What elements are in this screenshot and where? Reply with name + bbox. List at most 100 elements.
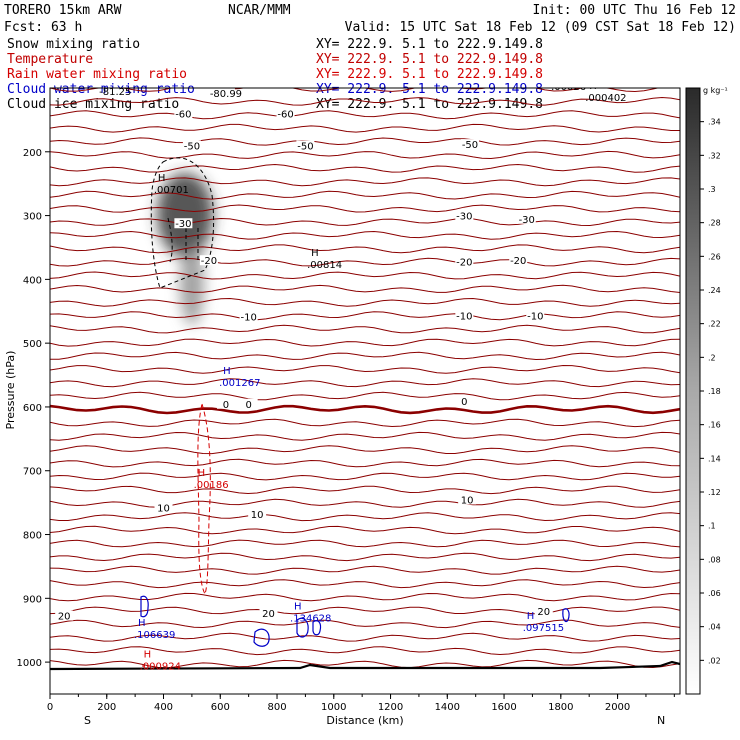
colorbar <box>685 87 701 695</box>
isotherm-label-1: -80.99 <box>210 89 242 100</box>
y-tick-label-4: 600 <box>23 403 42 414</box>
max-value-9: .000924 <box>140 661 181 672</box>
isotherm-label-7: -30 <box>456 212 472 223</box>
init-time: Init: 00 UTC Thu 16 Feb 12 <box>533 3 737 18</box>
isotherm-line-36 <box>50 565 680 575</box>
isotherm-label-bg-0 <box>106 88 125 97</box>
colorbar-label-4: .26 <box>708 252 721 261</box>
isotherm-line-42 <box>50 646 680 656</box>
max-value-7: .106639 <box>134 630 175 641</box>
max-value-4: .001267 <box>219 378 260 389</box>
snow-contour-1 <box>167 217 173 263</box>
isotherm-line-30 <box>50 485 680 495</box>
legend-label-0: Snow mixing ratio <box>7 37 140 52</box>
isotherm-label-bg-23 <box>259 607 278 618</box>
isotherm-line-40 <box>50 619 680 629</box>
isotherm-label-22: 20 <box>58 612 71 623</box>
valid-time: Valid: 15 UTC Sat 18 Feb 12 (09 CST Sat … <box>345 20 736 35</box>
isotherm-label-5: -50 <box>297 141 313 152</box>
isotherm-line-18 <box>50 324 680 334</box>
isotherm-line-34 <box>50 539 680 548</box>
isotherm-label-0: -81.25 <box>99 87 131 98</box>
snow-shading <box>157 173 213 325</box>
colorbar-ticks: .34 .32 .3 .28 .26 .24 .22 .2 .18 .16 .14 .12 .1 .08.… <box>700 118 721 665</box>
x-tick-label-4: 800 <box>267 702 286 713</box>
max-value-6: .134628 <box>290 613 331 624</box>
isotherm-label-bg-18 <box>455 396 474 407</box>
isotherm-line-4 <box>50 137 680 146</box>
max-value-2: .000402 <box>585 93 626 104</box>
isotherm-label-bg-8 <box>517 213 536 224</box>
isotherm-label-bg-24 <box>534 606 553 617</box>
max-value-3: .00026 <box>551 82 586 93</box>
isotherm-label-18: 0 <box>461 397 467 408</box>
isotherm-label-20: 10 <box>251 510 264 521</box>
isotherm-line-14 <box>50 271 680 280</box>
isotherm-label-bg-13 <box>239 311 258 322</box>
isotherm-line-29 <box>50 472 680 481</box>
isotherm-line-11 <box>50 230 680 240</box>
colorbar-label-10: .14 <box>708 454 721 463</box>
y-axis-label: Pressure (hPa) <box>4 351 17 430</box>
isotherm-line-9 <box>50 204 680 213</box>
max-h-marker-9: H <box>144 649 152 660</box>
x-axis-label: Distance (km) <box>326 714 403 727</box>
label-marks: -81.25 -80.99 -60 -60 -50 -50 -50 -30 -30 -30 -20 -… <box>55 81 627 672</box>
isotherm-line-43 <box>50 659 680 669</box>
isotherm-line-26 <box>50 431 680 441</box>
isotherm-line-3 <box>50 123 680 133</box>
isotherm-line-5 <box>50 150 680 160</box>
isotherm-line-16 <box>50 297 680 307</box>
end-label-north: N <box>657 714 665 727</box>
max-h-marker-2: H <box>589 81 597 92</box>
plot-area: -81.25 -80.99 -60 -60 -50 -50 -50 -30 -30 -30 -20 -… <box>50 81 680 672</box>
max-value-5: .00186 <box>194 480 229 491</box>
isotherm-label-15: -10 <box>527 312 543 323</box>
isotherm-label-4: -50 <box>184 141 200 152</box>
axes: 0 200 400 600 800 1000 1200 1400 1600 1800 2000200… <box>17 148 675 713</box>
cloud-water-contour-1 <box>140 595 149 618</box>
isotherm-label-bg-22 <box>55 610 74 621</box>
legend-xy-1: XY= 222.9. 5.1 to 222.9.149.8 <box>316 52 543 67</box>
isotherm-label-bg-1 <box>216 88 235 99</box>
contour-extras <box>50 157 680 671</box>
isotherm-label-bg-7 <box>455 210 474 221</box>
max-value-8: .097515 <box>523 623 564 634</box>
legend-xy-0: XY= 222.9. 5.1 to 222.9.149.8 <box>316 37 543 52</box>
legend-label-3: Cloud water mixing ratio <box>7 82 195 97</box>
isotherm-label-16: 0 <box>223 400 229 411</box>
isotherm-label-bg-14 <box>455 310 474 321</box>
isotherms <box>50 88 680 669</box>
x-tick-label-3: 600 <box>211 702 230 713</box>
isotherm-label-2: -60 <box>175 110 191 121</box>
x-tick-label-5: 1000 <box>321 702 346 713</box>
isotherm-label-11: -20 <box>456 258 472 269</box>
cloud-water-contour-2 <box>253 628 270 647</box>
colorbar-units: g kg⁻¹ <box>703 86 728 95</box>
isotherm-label-8: -30 <box>519 215 535 226</box>
isotherm-label-24: 20 <box>537 607 550 618</box>
isotherm-label-bg-9 <box>174 218 193 229</box>
isotherm-label-bg-2 <box>174 108 193 119</box>
isotherm-label-bg-3 <box>276 108 295 119</box>
colorbar-label-12: .1 <box>708 522 716 531</box>
isotherm-line-1 <box>50 96 680 106</box>
isotherm-label-bg-15 <box>526 310 545 321</box>
isotherm-label-bg-11 <box>455 256 474 267</box>
max-h-marker-8: H <box>527 611 535 622</box>
isotherm-line-41 <box>50 632 680 642</box>
y-tick-label-1: 300 <box>23 212 42 223</box>
colorbar-label-5: .24 <box>708 286 721 295</box>
isotherm-label-bg-16 <box>216 398 235 409</box>
colorbar-label-0: .34 <box>708 118 721 127</box>
isotherm-label-bg-5 <box>296 140 315 151</box>
cloud-ice-contour <box>150 157 215 289</box>
isotherm-label-12: -20 <box>510 256 526 267</box>
isotherm-line-0 <box>50 88 660 93</box>
colorbar-label-16: .02 <box>708 656 721 665</box>
isotherm-label-17: 0 <box>245 400 251 411</box>
y-tick-label-7: 900 <box>23 594 42 605</box>
x-tick-label-8: 1600 <box>491 702 516 713</box>
isotherm-label-10: -20 <box>201 256 217 267</box>
